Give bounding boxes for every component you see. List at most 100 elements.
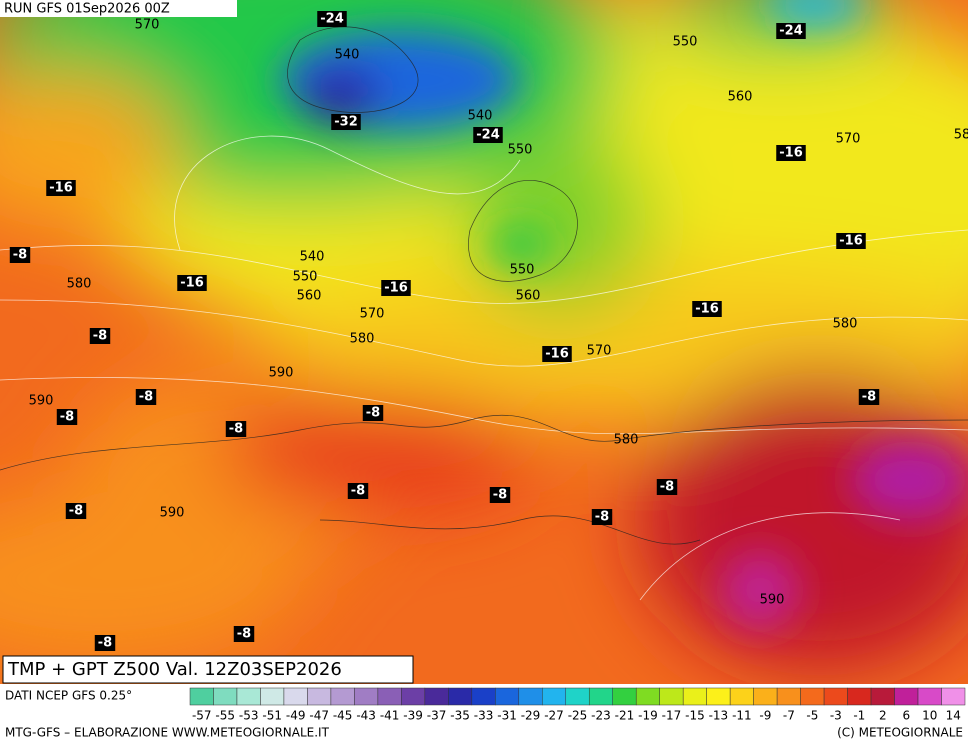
header-box bbox=[0, 0, 237, 17]
legend-tick-label: -11 bbox=[732, 709, 752, 723]
temperature-label-text: -8 bbox=[69, 504, 83, 519]
temperature-label: -8 bbox=[56, 409, 78, 425]
height-label: 570 bbox=[836, 132, 861, 147]
temperature-label-text: -16 bbox=[180, 276, 204, 291]
legend-swatch bbox=[800, 687, 825, 706]
height-label: 590 bbox=[269, 366, 294, 381]
height-label: 590 bbox=[29, 394, 54, 409]
legend-swatch bbox=[753, 687, 778, 706]
temperature-label-box bbox=[225, 421, 247, 437]
temperature-label: -16 bbox=[381, 280, 411, 296]
legend-swatch bbox=[729, 687, 754, 706]
temperature-label: -8 bbox=[65, 503, 87, 519]
height-label: 580 bbox=[67, 277, 92, 292]
temperature-label-text: -8 bbox=[93, 329, 107, 344]
footer-right: (C) METEOGIORNALE bbox=[837, 726, 963, 740]
temperature-label: -16 bbox=[836, 233, 866, 249]
map-field bbox=[0, 0, 968, 684]
temperature-label: -8 bbox=[858, 389, 880, 405]
height-label: 58 bbox=[954, 128, 968, 143]
temperature-label: -24 bbox=[776, 23, 806, 39]
height-label: 540 bbox=[468, 109, 493, 124]
legend-swatch bbox=[236, 687, 261, 706]
temperature-label-box bbox=[89, 328, 111, 344]
height-label: 590 bbox=[160, 506, 185, 521]
temperature-label-box bbox=[94, 635, 116, 651]
legend-swatch bbox=[659, 687, 684, 706]
legend-tick-label: -35 bbox=[450, 709, 470, 723]
temperature-label: -8 bbox=[89, 328, 111, 344]
temperature-label-text: -8 bbox=[139, 390, 153, 405]
legend-tick-label: -43 bbox=[356, 709, 376, 723]
legend-swatch bbox=[330, 687, 355, 706]
height-label: 570 bbox=[135, 18, 160, 33]
temperature-label: -32 bbox=[331, 114, 361, 130]
temperature-label: -8 bbox=[233, 626, 255, 642]
legend-swatch bbox=[542, 687, 567, 706]
temperature-label-text: -24 bbox=[476, 128, 500, 143]
legend-tick-label: -31 bbox=[497, 709, 517, 723]
temperature-label-box bbox=[381, 280, 411, 296]
legend-swatch bbox=[682, 687, 707, 706]
legend-swatch bbox=[588, 687, 613, 706]
temperature-label-text: -16 bbox=[545, 347, 569, 362]
legend-tick-label: -57 bbox=[192, 709, 212, 723]
height-label: 580 bbox=[833, 317, 858, 332]
temperature-label-box bbox=[46, 180, 76, 196]
temperature-label-box bbox=[473, 127, 503, 143]
temperature-label-box bbox=[347, 483, 369, 499]
temperature-label: -16 bbox=[177, 275, 207, 291]
legend-swatch bbox=[870, 687, 895, 706]
temperature-label-box bbox=[776, 23, 806, 39]
height-label: 570 bbox=[587, 344, 612, 359]
temperature-label-box bbox=[331, 114, 361, 130]
temperature-label-text: -8 bbox=[595, 510, 609, 525]
temperature-label-text: -16 bbox=[384, 281, 408, 296]
legend-swatch bbox=[307, 687, 332, 706]
temperature-label: -8 bbox=[362, 405, 384, 421]
height-label: 590 bbox=[760, 593, 785, 608]
temperature-label-text: -8 bbox=[493, 488, 507, 503]
height-label: 580 bbox=[614, 433, 639, 448]
legend-tick-label: -3 bbox=[830, 709, 842, 723]
temperature-label-text: -8 bbox=[351, 484, 365, 499]
legend-tick-label: -17 bbox=[662, 709, 682, 723]
temperature-label-box bbox=[233, 626, 255, 642]
legend-swatch bbox=[847, 687, 872, 706]
temperature-label-box bbox=[489, 487, 511, 503]
map-title: TMP + GPT Z500 Val. 12Z03SEP2026 bbox=[7, 659, 342, 680]
temperature-label-text: -8 bbox=[13, 248, 27, 263]
temperature-label-text: -8 bbox=[60, 410, 74, 425]
legend-tick-label: 6 bbox=[902, 709, 910, 723]
legend-swatch bbox=[823, 687, 848, 706]
legend-swatch bbox=[941, 687, 966, 706]
legend-tick-label: -27 bbox=[544, 709, 564, 723]
legend-swatch bbox=[471, 687, 496, 706]
temperature-label-text: -8 bbox=[98, 636, 112, 651]
height-label: 560 bbox=[728, 90, 753, 105]
legend-tick-label: -37 bbox=[427, 709, 447, 723]
temperature-label: -24 bbox=[317, 11, 347, 27]
temperature-label-box bbox=[776, 145, 806, 161]
temperature-label-text: -8 bbox=[660, 480, 674, 495]
legend-tick-label: -13 bbox=[709, 709, 729, 723]
height-label: 540 bbox=[300, 250, 325, 265]
temperature-label: -8 bbox=[135, 389, 157, 405]
legend-tick-label: -39 bbox=[403, 709, 423, 723]
legend-tick-label: -45 bbox=[333, 709, 353, 723]
height-label: 550 bbox=[510, 263, 535, 278]
temperature-label-box bbox=[591, 509, 613, 525]
temperature-label: -16 bbox=[46, 180, 76, 196]
temperature-label: -16 bbox=[776, 145, 806, 161]
temperature-label: -8 bbox=[225, 421, 247, 437]
legend-swatch bbox=[424, 687, 449, 706]
height-label: 570 bbox=[360, 307, 385, 322]
temperature-label-text: -32 bbox=[334, 115, 358, 130]
temperature-label: -8 bbox=[591, 509, 613, 525]
legend-swatch bbox=[776, 687, 801, 706]
height-label: 540 bbox=[335, 48, 360, 63]
legend-swatch bbox=[260, 687, 285, 706]
legend-tick-label: 10 bbox=[922, 709, 937, 723]
height-label: 580 bbox=[350, 332, 375, 347]
